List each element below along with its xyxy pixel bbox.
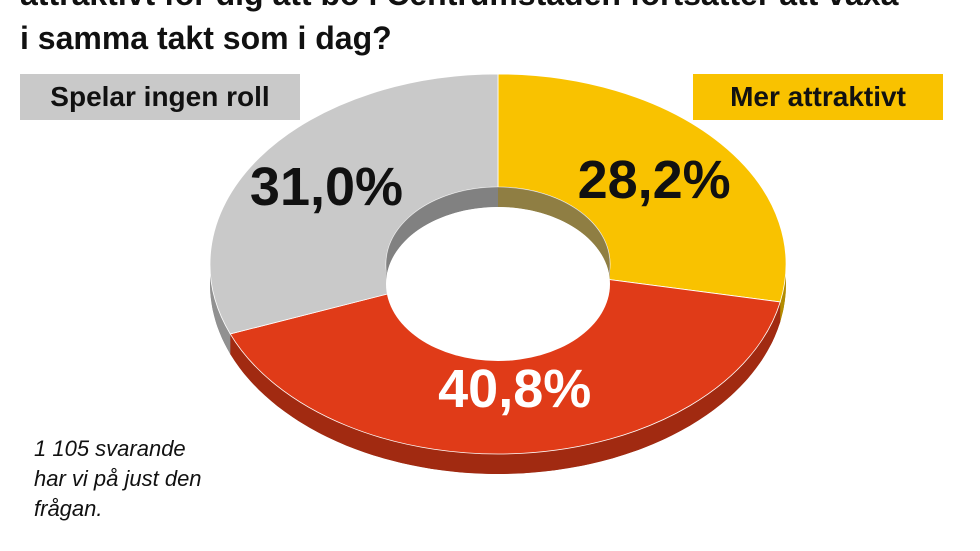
slice-spelar-ingen-roll-value-label: 31,0% — [250, 157, 403, 217]
note-line-1: 1 105 svarande — [34, 436, 186, 461]
slice-mindre-attraktivt-value-label: 40,8% — [438, 359, 591, 419]
slice-mer-attraktivt-value-label: 28,2% — [578, 150, 731, 210]
donut-slices — [209, 73, 787, 455]
title-line-1: attraktivt för dig att bo i Centrumstade… — [20, 0, 960, 16]
respondents-note: 1 105 svarande har vi på just den frågan… — [34, 434, 274, 524]
legend-spelar-ingen-roll: Spelar ingen roll — [20, 74, 300, 120]
title-line-2: i samma takt som i dag? — [20, 20, 392, 56]
donut-inner-wall — [386, 187, 610, 284]
slice-labels: 28,2% 40,8% 31,0% — [250, 150, 731, 419]
note-line-3: frågan. — [34, 496, 103, 521]
chart-title: attraktivt för dig att bo i Centrumstade… — [20, 0, 960, 60]
slice-mer-attraktivt — [497, 73, 787, 303]
legend-mer-attraktivt: Mer attraktivt — [693, 74, 943, 120]
slice-mindre-attraktivt-rim — [230, 301, 781, 474]
donut-hole — [386, 207, 610, 361]
note-line-2: har vi på just den — [34, 466, 202, 491]
